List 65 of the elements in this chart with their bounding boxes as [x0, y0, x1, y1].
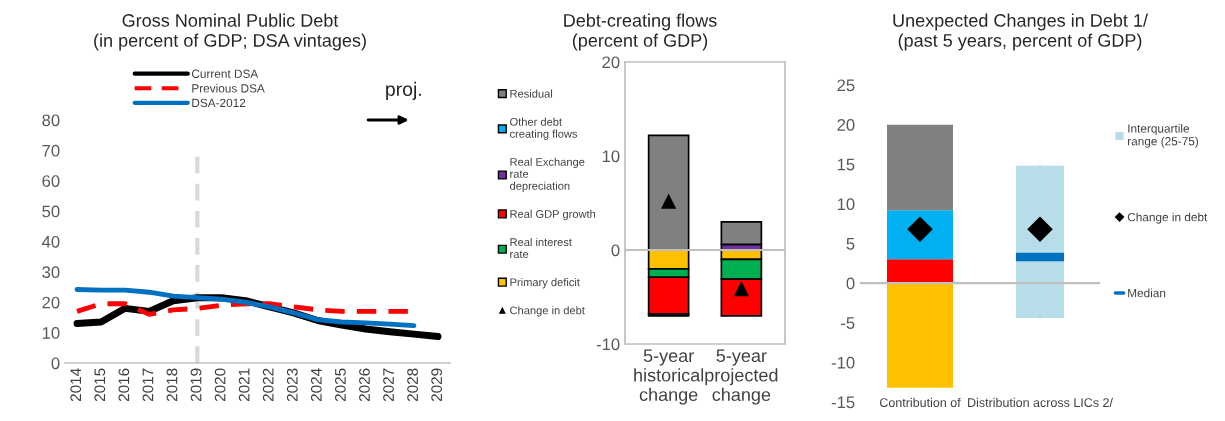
legend-label: Median	[1128, 288, 1166, 298]
y-tick-label: 15	[837, 158, 855, 171]
y-tick-label: 10	[837, 198, 855, 211]
x-tick-label: 2027	[383, 368, 394, 402]
legend-label: Primary deficit	[510, 278, 580, 289]
x-tick-label: 2021	[238, 368, 250, 402]
y-tick-label: 50	[42, 205, 60, 218]
legend-label: Previous DSA	[192, 83, 265, 93]
y-tick-label: 60	[42, 175, 60, 187]
line-series	[74, 287, 417, 329]
chart-title: Unexpected Changes in Debt 1/	[893, 13, 1148, 31]
x-tick-label: 2023	[286, 368, 298, 402]
y-tick-label: 0	[51, 357, 60, 370]
y-tick-label: 5	[846, 238, 855, 250]
x-tick-label: 2022	[262, 368, 274, 402]
y-tick-label: 20	[837, 119, 855, 131]
y-tick-label: 30	[42, 266, 60, 279]
x-tick-label: 2026	[359, 368, 370, 402]
x-tick-label: Distribution across LICs 2/	[968, 397, 1113, 408]
y-tick-label: -5	[841, 317, 855, 329]
chart-subtitle: (percent of GDP)	[572, 33, 708, 51]
y-tick-label: 20	[602, 56, 620, 69]
chart-title: Gross Nominal Public Debt	[122, 13, 339, 27]
x-tick-label: 2029	[431, 368, 443, 402]
y-tick-label: 25	[837, 79, 855, 92]
y-tick-label: 70	[42, 144, 60, 157]
x-tick-label: 2018	[166, 368, 178, 402]
legend-label: Current DSA	[191, 69, 259, 78]
x-tick-label: 5-year historical change	[634, 349, 704, 405]
x-tick-label: 2020	[214, 368, 226, 402]
legend-label: Other debt creating flows	[510, 117, 578, 140]
legend-label: Residual	[510, 89, 553, 98]
chart-subtitle: (in percent of GDP; DSA vintages)	[94, 33, 366, 51]
legend-label: Change in debt	[510, 306, 585, 317]
text: proj.	[386, 81, 421, 100]
y-tick-label: 0	[846, 277, 855, 290]
y-tick-label: 20	[42, 296, 60, 309]
x-tick-label: 2028	[407, 368, 419, 402]
x-tick-label: 2019	[190, 368, 202, 402]
bar	[647, 134, 690, 251]
chart-subtitle: (past 5 years, percent of GDP)	[898, 33, 1142, 51]
x-tick-label: 2024	[310, 368, 322, 402]
x-tick-label: 2017	[142, 368, 154, 402]
y-tick-label: 40	[41, 235, 60, 248]
y-tick-label: -15	[831, 396, 855, 409]
y-tick-label: 80	[42, 114, 60, 127]
x-tick-label: Contribution of	[879, 397, 961, 408]
x-tick-label: 2015	[94, 368, 106, 402]
y-tick-label: -10	[596, 338, 620, 351]
y-tick-label: 0	[611, 244, 620, 257]
legend-label: Interquartile range (25-75)	[1128, 124, 1199, 148]
y-tick-label: 10	[602, 150, 620, 163]
x-tick-label: 2016	[118, 368, 130, 402]
y-tick-label: -10	[831, 356, 855, 369]
legend-label: Real GDP growth	[510, 209, 596, 221]
legend-label: Real interest rate	[510, 237, 572, 259]
chart-title: Debt-creating flows	[564, 13, 717, 31]
legend-label: DSA-2012	[192, 98, 246, 108]
bar	[720, 220, 763, 246]
x-tick-label: 5-year projected change	[705, 349, 778, 405]
x-tick-label: 2014	[70, 368, 82, 402]
legend-label: Change in debt	[1127, 212, 1208, 224]
x-tick-label: 2025	[335, 368, 346, 402]
legend-label: Real Exchange rate depreciation	[510, 157, 585, 193]
y-tick-label: 10	[42, 327, 60, 339]
